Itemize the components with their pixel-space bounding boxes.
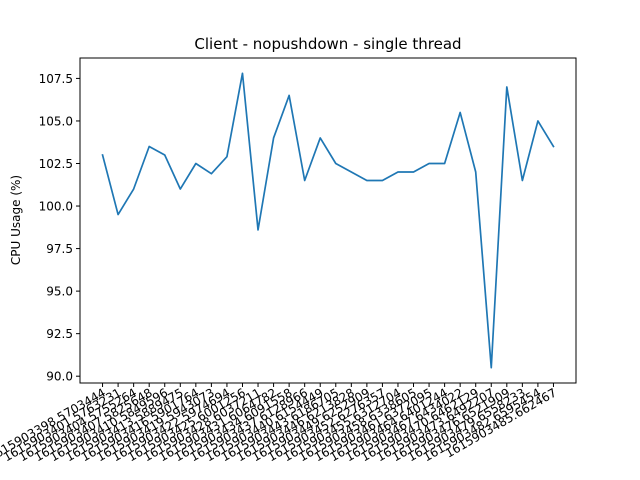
y-tick-label: 102.5 <box>39 157 73 171</box>
y-tick-label: 90.0 <box>46 370 73 384</box>
y-tick-label: 95.0 <box>46 285 73 299</box>
y-tick-label: 107.5 <box>39 72 73 86</box>
y-tick-label: 92.5 <box>46 327 73 341</box>
chart-title: Client - nopushdown - single thread <box>194 35 461 53</box>
y-tick-label: 105.0 <box>39 114 73 128</box>
y-axis-ticks: 90.0 92.5 95.0 97.5 100.0 102.5 105.0 107.5 <box>39 72 80 384</box>
y-axis-label: CPU Usage (%) <box>9 175 23 265</box>
y-tick-label: 100.0 <box>39 200 73 214</box>
plot-layer <box>101 72 555 369</box>
y-tick-label: 97.5 <box>46 242 73 256</box>
plot-area-frame <box>79 57 577 384</box>
series-line-0 <box>101 72 555 369</box>
